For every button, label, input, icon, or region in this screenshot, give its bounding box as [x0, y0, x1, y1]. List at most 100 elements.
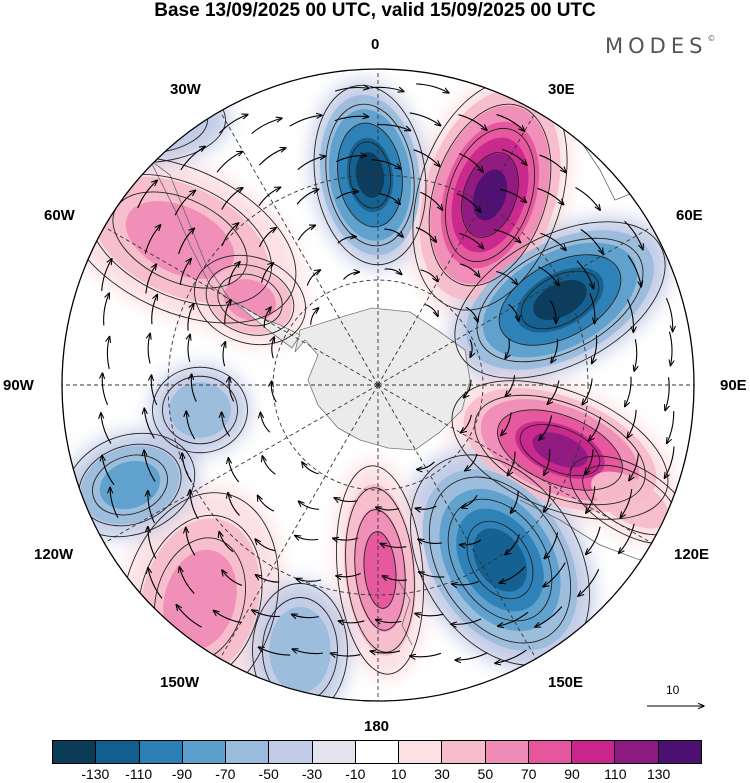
height-contour: [497, 409, 623, 491]
wind-vector-arrow: [664, 446, 675, 478]
wind-vector-arrow: [627, 299, 634, 332]
wind-vector-arrow: [148, 333, 150, 364]
height-contour: [325, 103, 415, 247]
wind-vector-arrow: [578, 569, 600, 596]
wind-vector-arrow: [292, 649, 323, 655]
colorbar-box: [355, 741, 400, 763]
meridian-line: [377, 384, 537, 659]
wind-vector-arrow: [148, 491, 155, 524]
meridian-line: [104, 384, 379, 544]
map-boundary: [61, 68, 695, 702]
wind-vector-arrow: [330, 653, 361, 656]
wind-vector-arrow: [148, 527, 157, 559]
wind-vector-arrow: [110, 487, 119, 518]
wind-vector-arrow: [260, 412, 271, 433]
wind-vector-arrow: [537, 187, 563, 204]
wind-vector-arrow: [182, 453, 193, 483]
wind-vector-arrow: [459, 153, 483, 173]
wind-vector-arrow: [544, 485, 551, 512]
wind-vector-arrow: [669, 331, 672, 366]
anomaly-shading: [364, 531, 396, 609]
wind-vector-arrow: [544, 532, 559, 558]
colorbar-box: [96, 741, 140, 763]
wind-vector-arrow: [179, 259, 191, 286]
longitude-label-0: 0: [371, 36, 380, 53]
wind-vector-arrow: [103, 293, 110, 326]
wind-vector-arrow: [380, 543, 407, 547]
meridian-line: [104, 226, 379, 386]
wind-vector-arrow: [258, 495, 275, 512]
wind-vector-arrow: [216, 152, 243, 173]
wind-vector-arrow: [222, 412, 231, 437]
meridian-line: [377, 226, 652, 386]
height-contour: [152, 366, 248, 454]
colorbar-box: [528, 741, 573, 763]
wind-vector-arrow: [629, 452, 640, 481]
wind-vector-arrow: [371, 159, 401, 169]
wind-vector-arrow: [376, 620, 402, 623]
colorbar-tick-label: 30: [434, 766, 450, 782]
wind-vector-arrow: [221, 223, 238, 246]
wind-vector-arrow: [258, 187, 281, 207]
wind-vector-arrow: [191, 374, 197, 402]
wind-vector-arrow: [334, 116, 369, 122]
wind-vector-arrow: [337, 237, 356, 244]
wind-vector-arrow: [223, 342, 225, 367]
wind-vector-arrow: [258, 148, 286, 166]
wind-vector-arrow: [458, 114, 486, 131]
map-title: Base 13/09/2025 00 UTC, valid 15/09/2025…: [154, 0, 596, 21]
wind-vector-arrow: [455, 652, 488, 660]
wind-vector-arrow: [496, 270, 517, 284]
height-contour: [348, 141, 392, 209]
anomaly-shading: [269, 606, 331, 694]
wind-vector-arrow: [625, 376, 632, 407]
wind-vector-arrow: [263, 307, 271, 328]
wind-vector-arrow: [499, 566, 526, 583]
wind-vector-arrow: [505, 375, 516, 396]
wind-vector-arrow: [416, 83, 449, 93]
meridian-line: [219, 384, 379, 659]
height-contour: [451, 380, 669, 520]
longitude-label-60e: 60E: [676, 207, 703, 224]
wind-vector-arrow: [620, 488, 633, 518]
wind-vector-arrow: [144, 450, 156, 482]
wind-vector-arrow: [336, 573, 361, 577]
anomaly-shading: [62, 75, 230, 165]
height-contour: [444, 127, 536, 263]
wind-vector-arrow: [219, 532, 234, 553]
wind-vector-arrow: [420, 269, 438, 282]
wind-vector-arrow: [634, 339, 637, 371]
wind-vector-arrow: [539, 154, 565, 173]
height-contour: [466, 520, 534, 600]
wind-vector-arrow: [151, 375, 158, 406]
wind-vector-arrow: [665, 297, 672, 331]
wind-vector-arrow: [298, 501, 320, 510]
wind-vector-arrow: [224, 300, 231, 324]
wind-vector-arrow: [255, 539, 276, 552]
wind-vector-arrow: [495, 649, 527, 663]
wind-vector-arrow: [535, 606, 563, 627]
brand-logo: MODES©: [605, 34, 715, 58]
wind-vector-arrow: [549, 300, 556, 324]
colorbar-box: [572, 741, 616, 763]
wind-vector-arrow: [228, 493, 240, 516]
wind-vector-arrow: [176, 605, 202, 628]
wind-vector-arrow: [178, 228, 195, 255]
wind-vector-arrow: [297, 225, 315, 241]
wind-vector-arrow: [465, 306, 478, 322]
wind-vector-arrow: [186, 411, 196, 440]
wind-vector-arrow: [228, 458, 240, 483]
wind-vector-arrow: [465, 453, 478, 471]
wind-vector-arrow: [296, 579, 322, 582]
colorbar-box: [53, 741, 97, 763]
wind-vector-arrow: [586, 526, 601, 555]
height-contour: [162, 375, 238, 445]
wind-vector-arrow: [334, 498, 358, 502]
wind-vector-arrow: [544, 449, 551, 475]
wind-vector-arrow: [144, 225, 160, 254]
wind-vector-arrow: [420, 191, 442, 210]
wind-vector-arrow: [505, 534, 520, 554]
wind-vector-arrow: [145, 264, 157, 294]
wind-vector-arrow: [418, 539, 442, 543]
wind-vector-arrow: [336, 156, 366, 163]
